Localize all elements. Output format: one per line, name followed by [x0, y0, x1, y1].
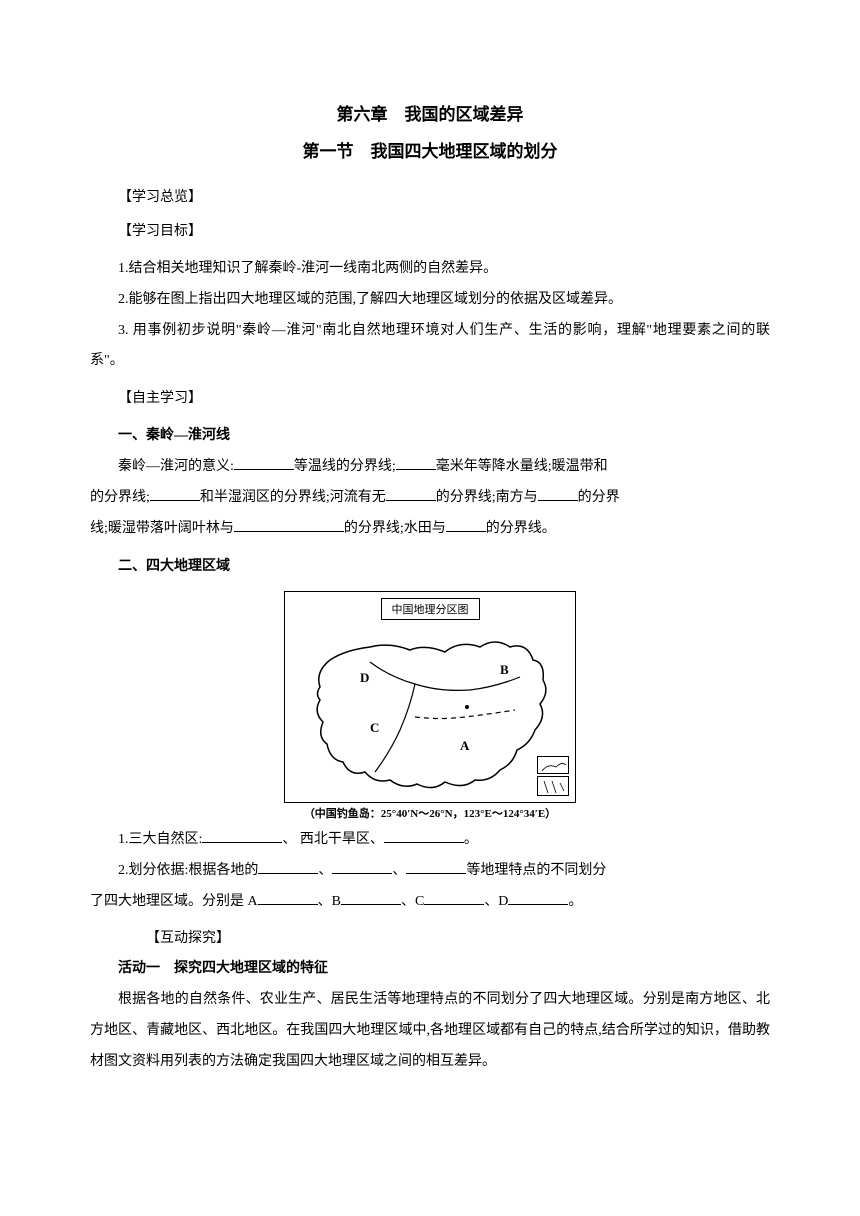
text: 。 [464, 832, 478, 847]
text: 的分界线;南方与 [436, 490, 538, 505]
blank [396, 454, 436, 470]
text: 的分界 [578, 490, 620, 505]
map-label-d: D [360, 670, 369, 685]
overview-label: 【学习总览】 [90, 186, 770, 206]
topic-2: 二、四大地理区域 [90, 552, 770, 583]
inset-1 [537, 756, 569, 774]
text: 线;暖湿带落叶阔叶林与 [90, 521, 234, 536]
map-label-b: B [500, 662, 509, 677]
goal-1: 1.结合相关地理知识了解秦岭-淮河一线南北两侧的自然差异。 [90, 254, 770, 285]
blank [332, 858, 392, 874]
goal-3: 3. 用事例初步说明"秦岭—淮河"南北自然地理环境对人们生产、生活的影响，理解"… [90, 316, 770, 378]
blank [258, 858, 318, 874]
qinling-line: 秦岭—淮河的意义: 等温线的分界线; 毫米年等降水量线;暖温带和 [90, 452, 770, 483]
text: 、 [392, 863, 406, 878]
text: 毫米年等降水量线;暖温带和 [436, 459, 608, 474]
blank [258, 889, 318, 905]
text: 的分界线;水田与 [344, 521, 446, 536]
qinling-prefix: 秦岭—淮河的意义: [118, 459, 234, 474]
map-label-c: C [370, 720, 379, 735]
blank [150, 485, 200, 501]
qinling-line-3: 线;暖湿带落叶阔叶林与 的分界线;水田与 的分界线。 [90, 514, 770, 545]
explore-label: 【互动探究】 [90, 924, 770, 955]
text: 等温线的分界线; [294, 459, 396, 474]
item-1: 1.三大自然区: 、 西北干旱区、 。 [90, 825, 770, 856]
activity-1-title: 活动一 探究四大地理区域的特征 [90, 954, 770, 985]
blank [508, 889, 568, 905]
map-label-a: A [460, 738, 470, 753]
map-caption: （中国钓鱼岛：25°40′N～26°N，123°E～124°34′E） [90, 805, 770, 821]
item-2: 2.划分依据:根据各地的 、 、 等地理特点的不同划分 [90, 856, 770, 887]
text: 、B [318, 894, 341, 909]
text: 、 西北干旱区、 [282, 832, 384, 847]
blank [202, 827, 282, 843]
china-map: D B C A [295, 622, 565, 802]
blank [446, 516, 486, 532]
section-title: 第一节 我国四大地理区域的划分 [90, 137, 770, 162]
blank [384, 827, 464, 843]
text: 的分界线; [90, 490, 150, 505]
qinling-line-2: 的分界线; 和半湿润区的分界线;河流有无 的分界线;南方与 的分界 [90, 483, 770, 514]
goal-2: 2.能够在图上指出四大地理区域的范围,了解四大地理区域划分的依据及区域差异。 [90, 285, 770, 316]
activity-1-text: 根据各地的自然条件、农业生产、居民生活等地理特点的不同划分了四大地理区域。分别是… [90, 985, 770, 1077]
text: 了四大地理区域。分别是 A [90, 894, 258, 909]
map-box: 中国地理分区图 D B C A [284, 591, 576, 803]
map-container: 中国地理分区图 D B C A （中国钓鱼岛：25°40′N～26°N，123°… [90, 591, 770, 821]
blank [538, 485, 578, 501]
self-study-label: 【自主学习】 [90, 387, 770, 407]
text: 等地理特点的不同划分 [466, 863, 606, 878]
text: 和半湿润区的分界线;河流有无 [200, 490, 386, 505]
item-2-line2: 了四大地理区域。分别是 A 、B 、C 、D 。 [90, 887, 770, 918]
blank [406, 858, 466, 874]
blank [386, 485, 436, 501]
text: 、 [318, 863, 332, 878]
blank [424, 889, 484, 905]
blank [234, 516, 344, 532]
text: 2.划分依据:根据各地的 [118, 863, 258, 878]
text: 。 [568, 894, 582, 909]
blank [234, 454, 294, 470]
text: 、C [401, 894, 424, 909]
inset-2 [537, 776, 569, 796]
text: 的分界线。 [486, 521, 556, 536]
goals-label: 【学习目标】 [90, 220, 770, 240]
chapter-title: 第六章 我国的区域差异 [90, 100, 770, 125]
map-title: 中国地理分区图 [381, 598, 480, 620]
text: 、D [484, 894, 508, 909]
topic-1: 一、秦岭—淮河线 [90, 421, 770, 452]
text: 1.三大自然区: [118, 832, 202, 847]
blank [341, 889, 401, 905]
